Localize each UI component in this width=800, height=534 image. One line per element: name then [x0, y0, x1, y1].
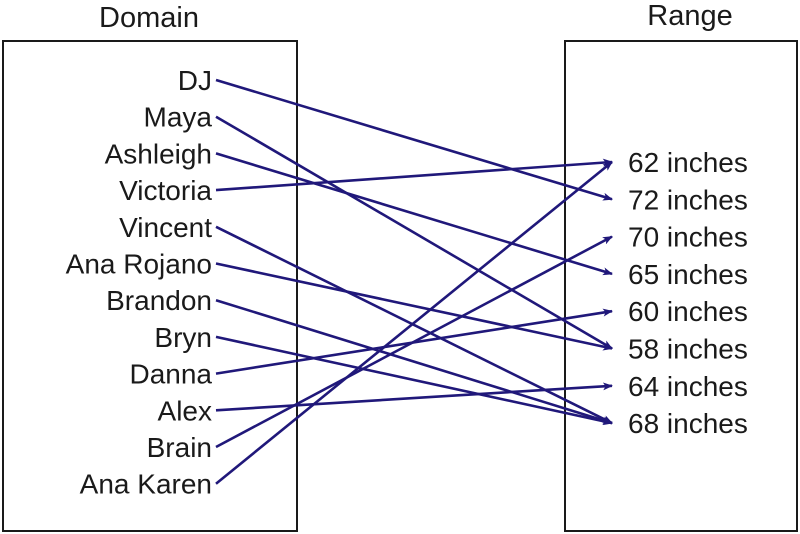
- range-list: 62 inches 72 inches 70 inches 65 inches 60 i…: [628, 147, 748, 439]
- arrow-bryn-to-68-inches: [215, 335, 613, 426]
- domain-item-alex: Alex: [158, 395, 212, 426]
- arrow-ana-rojano-to-58-inches: [215, 262, 613, 351]
- range-title: Range: [647, 0, 732, 32]
- domain-title: Domain: [99, 2, 199, 34]
- arrow-maya-to-58-inches: [215, 115, 613, 350]
- domain-item-ana-karen: Ana Karen: [80, 469, 212, 500]
- domain-item-ashleigh: Ashleigh: [105, 138, 212, 169]
- range-item-70-inches: 70 inches: [628, 222, 748, 253]
- domain-item-maya: Maya: [144, 102, 213, 133]
- arrow-ana-karen-to-62-inches: [215, 160, 613, 485]
- arrow-dj-to-72-inches: [215, 78, 613, 201]
- domain-item-brain: Brain: [147, 432, 212, 463]
- arrow-ashleigh-to-65-inches: [215, 152, 613, 276]
- arrow-brandon-to-68-inches: [215, 298, 613, 425]
- domain-list: DJ Maya Ashleigh Victoria Vincent Ana Rojano B…: [66, 65, 213, 500]
- domain-box: [2, 40, 298, 532]
- range-item-72-inches: 72 inches: [628, 184, 748, 215]
- mapping-arrows: [215, 78, 613, 485]
- range-item-58-inches: 58 inches: [628, 334, 748, 365]
- arrow-victoria-to-62-inches: [215, 158, 613, 192]
- domain-item-brandon: Brandon: [106, 285, 212, 316]
- range-box: [564, 40, 798, 532]
- range-item-62-inches: 62 inches: [628, 147, 748, 178]
- range-item-68-inches: 68 inches: [628, 408, 748, 439]
- arrow-brain-to-70-inches: [215, 235, 613, 449]
- arrow-alex-to-64-inches: [215, 382, 613, 412]
- domain-item-bryn: Bryn: [154, 322, 212, 353]
- domain-item-danna: Danna: [129, 359, 212, 390]
- range-item-60-inches: 60 inches: [628, 296, 748, 327]
- domain-item-dj: DJ: [178, 65, 212, 96]
- domain-item-victoria: Victoria: [119, 175, 212, 206]
- domain-item-ana-rojano: Ana Rojano: [66, 249, 212, 280]
- range-item-65-inches: 65 inches: [628, 259, 748, 290]
- domain-item-vincent: Vincent: [119, 212, 212, 243]
- range-item-64-inches: 64 inches: [628, 371, 748, 402]
